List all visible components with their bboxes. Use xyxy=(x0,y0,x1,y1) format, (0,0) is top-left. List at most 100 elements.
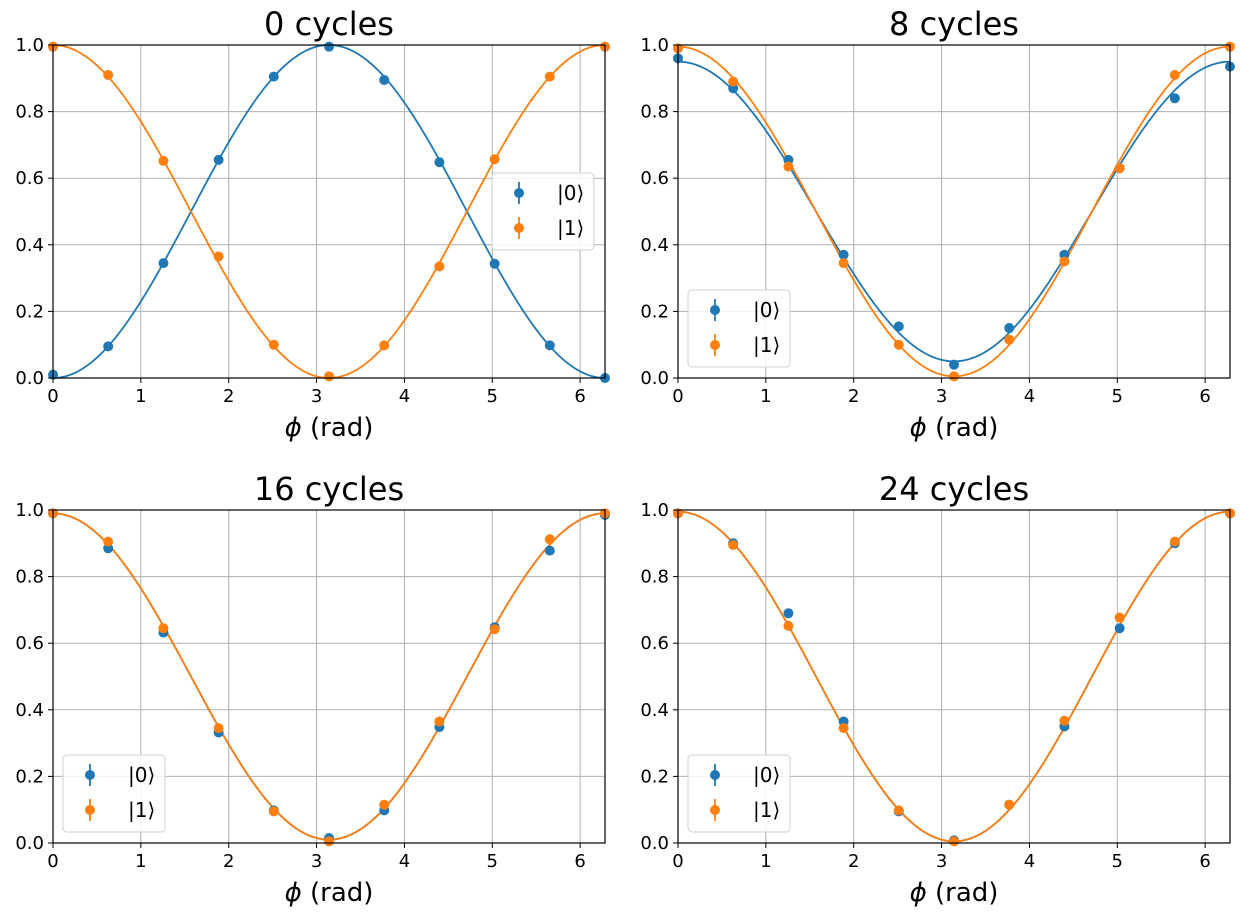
x-tick-label: 6 xyxy=(574,851,585,872)
data-point-series-0 xyxy=(838,249,849,260)
x-axis-label-symbol: ϕ xyxy=(910,413,927,443)
x-tick-label: 2 xyxy=(223,386,234,407)
x-tick-label: 4 xyxy=(1024,386,1035,407)
y-tick-label: 1.0 xyxy=(640,35,669,56)
legend-marker-icon xyxy=(710,305,720,315)
legend: |0⟩|1⟩ xyxy=(687,754,791,833)
data-point-series-0 xyxy=(893,321,904,332)
x-tick-label: 0 xyxy=(672,386,683,407)
data-point-series-1 xyxy=(544,534,555,545)
legend-label: |0⟩ xyxy=(753,298,780,322)
panel-title: 24 cycles xyxy=(879,470,1029,508)
legend-label: |1⟩ xyxy=(557,216,584,240)
data-point-series-0 xyxy=(434,157,445,168)
axes-frame xyxy=(52,44,606,379)
x-tick-label: 1 xyxy=(135,851,146,872)
y-tick-label: 0.4 xyxy=(640,235,669,256)
legend-marker-icon xyxy=(710,770,720,780)
y-tick-label: 0.0 xyxy=(640,368,669,389)
x-tick-label: 6 xyxy=(1199,386,1210,407)
data-point-series-1 xyxy=(434,716,445,727)
data-point-series-0 xyxy=(949,359,960,370)
x-tick-label: 0 xyxy=(672,851,683,872)
data-point-series-1 xyxy=(1114,612,1125,623)
y-tick-label: 0.0 xyxy=(15,368,44,389)
data-point-series-0 xyxy=(1114,623,1125,634)
legend: |0⟩|1⟩ xyxy=(687,289,791,368)
x-tick-label: 3 xyxy=(311,386,322,407)
x-tick-label: 1 xyxy=(135,386,146,407)
data-point-series-0 xyxy=(544,545,555,556)
panel-title: 0 cycles xyxy=(264,5,394,43)
data-point-series-1 xyxy=(213,723,224,734)
data-point-series-0 xyxy=(158,258,169,269)
y-tick-label: 1.0 xyxy=(15,35,44,56)
panel-16-cycles: 0 1 2 3 4 5 6 0.0 0.2 0.4 0.6 0.8 1.0 16 cycles ϕ (rad… xyxy=(15,470,610,908)
legend-label: |1⟩ xyxy=(753,798,780,822)
data-point-series-0 xyxy=(1169,93,1180,104)
y-tick-label: 0.4 xyxy=(640,700,669,721)
x-tick-label: 2 xyxy=(848,386,859,407)
x-tick-label: 5 xyxy=(1112,851,1123,872)
axes-frame xyxy=(677,509,1231,844)
panel-title: 16 cycles xyxy=(254,470,404,508)
data-point-series-0 xyxy=(213,154,224,165)
data-point-series-0 xyxy=(1004,323,1015,334)
data-point-series-1 xyxy=(324,371,335,382)
data-point-series-1 xyxy=(728,539,739,550)
data-point-series-1 xyxy=(949,371,960,382)
x-tick-label: 0 xyxy=(47,386,58,407)
data-point-series-1 xyxy=(103,536,114,547)
legend-marker-icon xyxy=(514,223,524,233)
data-point-series-1 xyxy=(1004,334,1015,345)
data-point-series-1 xyxy=(268,339,279,350)
legend-marker-icon xyxy=(710,805,720,815)
y-tick-label: 0.6 xyxy=(15,633,44,654)
x-axis-label: ϕ (rad) xyxy=(910,413,999,443)
data-point-series-1 xyxy=(268,806,279,817)
data-point-series-1 xyxy=(949,836,960,847)
y-tick-label: 0.0 xyxy=(15,833,44,854)
data-point-series-1 xyxy=(893,805,904,816)
x-axis-label-symbol: ϕ xyxy=(285,413,302,443)
x-axis-label-unit: (rad) xyxy=(302,413,374,443)
legend: |0⟩|1⟩ xyxy=(62,754,166,833)
data-point-series-1 xyxy=(838,258,849,269)
data-point-series-1 xyxy=(1169,536,1180,547)
panel-title: 8 cycles xyxy=(889,5,1019,43)
x-axis-label-unit: (rad) xyxy=(927,413,999,443)
y-tick-label: 1.0 xyxy=(15,500,44,521)
data-point-series-1 xyxy=(1114,163,1125,174)
x-axis-label-symbol: ϕ xyxy=(285,878,302,908)
x-tick-label: 4 xyxy=(1024,851,1035,872)
data-point-series-1 xyxy=(158,155,169,166)
x-tick-label: 5 xyxy=(487,386,498,407)
legend-marker-icon xyxy=(85,770,95,780)
data-point-series-1 xyxy=(489,624,500,635)
y-tick-label: 1.0 xyxy=(640,500,669,521)
y-tick-label: 0.6 xyxy=(15,168,44,189)
y-tick-label: 0.8 xyxy=(15,567,44,588)
axes-frame xyxy=(677,44,1231,379)
data-point-series-0 xyxy=(544,340,555,351)
data-point-series-1 xyxy=(838,723,849,734)
y-tick-label: 0.6 xyxy=(640,633,669,654)
x-tick-label: 3 xyxy=(936,851,947,872)
y-tick-label: 0.8 xyxy=(640,102,669,123)
legend-label: |1⟩ xyxy=(753,333,780,357)
y-tick-label: 0.4 xyxy=(15,700,44,721)
data-point-series-1 xyxy=(489,154,500,165)
x-tick-label: 6 xyxy=(574,386,585,407)
x-axis-label-unit: (rad) xyxy=(927,878,999,908)
legend: |0⟩|1⟩ xyxy=(491,172,595,251)
x-tick-label: 1 xyxy=(760,386,771,407)
legend-label: |0⟩ xyxy=(753,763,780,787)
legend-marker-icon xyxy=(85,805,95,815)
data-point-series-1 xyxy=(324,836,335,847)
legend-label: |0⟩ xyxy=(557,181,584,205)
legend-label: |0⟩ xyxy=(128,763,155,787)
x-tick-label: 4 xyxy=(399,386,410,407)
data-point-series-1 xyxy=(158,623,169,634)
x-axis-label: ϕ (rad) xyxy=(910,878,999,908)
